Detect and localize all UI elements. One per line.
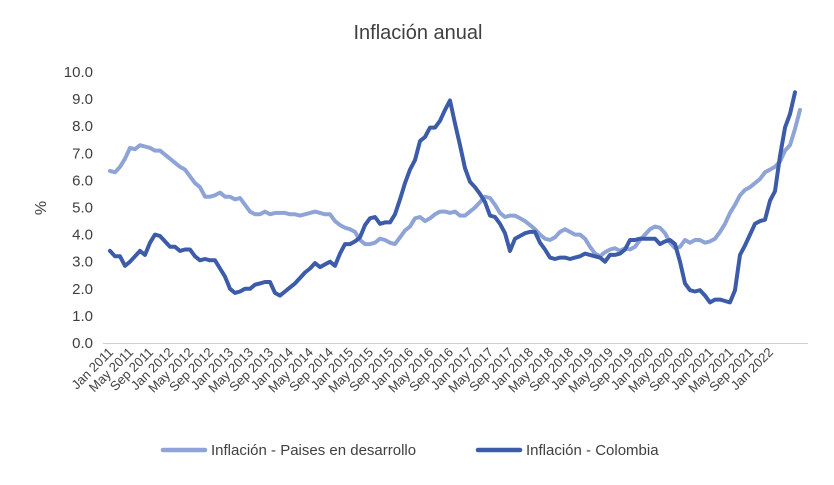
chart-title: Inflación anual: [354, 22, 483, 44]
y-tick-label: 9.0: [72, 91, 93, 108]
y-tick-label: 2.0: [72, 281, 93, 298]
series-lines: [108, 90, 802, 305]
y-axis-label: %: [33, 201, 50, 215]
legend-label-developing: Inflación - Paises en desarrollo: [211, 442, 416, 459]
y-tick-label: 0.0: [72, 335, 93, 352]
series-line-developing: [108, 107, 802, 259]
legend-label-colombia: Inflación - Colombia: [526, 442, 659, 459]
y-tick-label: 10.0: [64, 64, 93, 81]
y-tick-labels: 0.0 1.0 2.0 3.0 4.0 5.0 6.0 7.0 8.0 9.0 10.0: [64, 64, 93, 352]
y-tick-label: 4.0: [72, 227, 93, 244]
y-tick-label: 7.0: [72, 145, 93, 162]
series-line-colombia: [108, 90, 797, 305]
y-tick-label: 1.0: [72, 308, 93, 325]
y-tick-label: 6.0: [72, 172, 93, 189]
legend: Inflación - Paises en desarrollo Inflaci…: [160, 442, 659, 459]
y-tick-label: 3.0: [72, 254, 93, 271]
y-tick-label: 5.0: [72, 200, 93, 217]
y-tick-label: 8.0: [72, 118, 93, 135]
